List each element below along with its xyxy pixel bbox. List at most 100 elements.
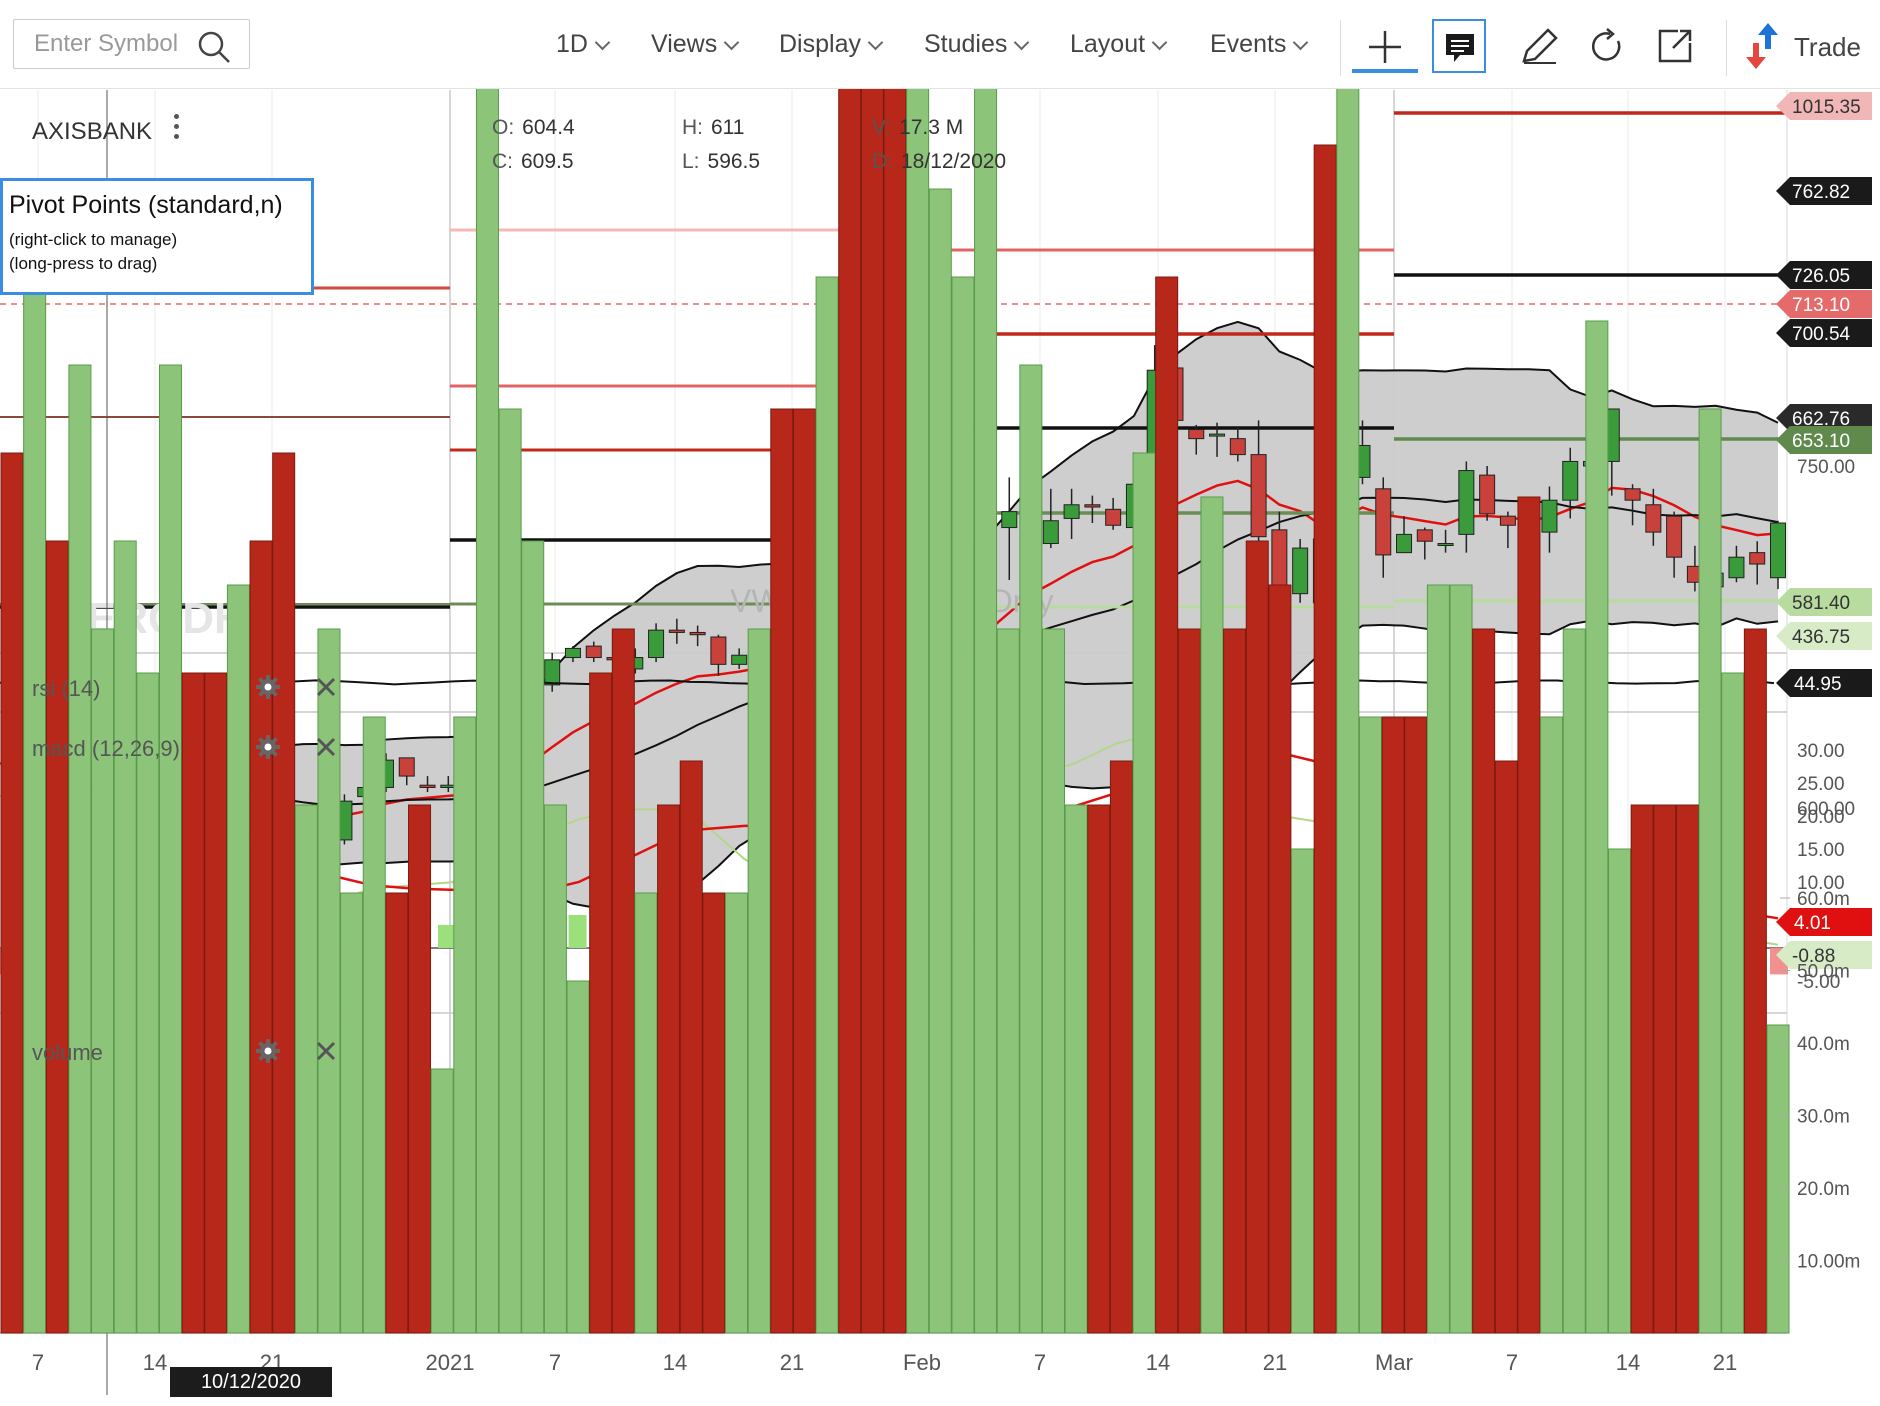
menu-events[interactable]: Events bbox=[1210, 30, 1309, 59]
volume-bar bbox=[1087, 804, 1111, 1334]
volume-bar bbox=[521, 540, 545, 1334]
chevron-down-icon bbox=[1014, 34, 1030, 51]
reset-button[interactable] bbox=[1580, 19, 1634, 73]
volume-bar bbox=[1698, 408, 1722, 1334]
candle bbox=[1292, 547, 1309, 595]
search-icon[interactable] bbox=[197, 30, 231, 64]
volume-bar bbox=[45, 540, 69, 1334]
price-tag-label: 762.82 bbox=[1792, 182, 1850, 203]
volume-bar bbox=[543, 804, 567, 1334]
volume-axis-label: 20.0m bbox=[1797, 1179, 1850, 1200]
toolbar-divider bbox=[1726, 20, 1727, 76]
volume-bar bbox=[1494, 760, 1518, 1334]
symbol-search-input[interactable] bbox=[14, 20, 194, 68]
volume-bar bbox=[385, 892, 409, 1334]
menu-studies[interactable]: Studies bbox=[924, 30, 1030, 59]
rsi-settings-gear-icon[interactable] bbox=[254, 673, 282, 701]
x-axis-label: 14 bbox=[143, 1350, 167, 1375]
x-axis-label: 21 bbox=[1263, 1350, 1287, 1375]
volume-bar bbox=[249, 540, 273, 1334]
candle bbox=[1250, 454, 1267, 538]
chevron-down-icon bbox=[723, 34, 740, 51]
popout-button[interactable] bbox=[1648, 19, 1702, 73]
volume-label[interactable]: volume bbox=[32, 1040, 103, 1065]
candle bbox=[1271, 529, 1288, 592]
buy-sell-arrows-icon bbox=[1746, 23, 1778, 69]
volume-bar bbox=[566, 980, 590, 1334]
pivot-points-label[interactable]: Pivot Points (standard,n) (right-click t… bbox=[0, 178, 314, 295]
rsi-close-icon[interactable] bbox=[312, 673, 340, 701]
price-tag bbox=[1776, 404, 1872, 432]
candle bbox=[1666, 515, 1683, 558]
ohlc-date: D: 18/12/2020 bbox=[872, 150, 1007, 173]
candle bbox=[1416, 529, 1433, 542]
candle bbox=[1728, 556, 1745, 579]
volume-bar bbox=[204, 672, 228, 1334]
volume-bar bbox=[1449, 584, 1473, 1334]
volume-bar bbox=[294, 804, 318, 1334]
external-link-icon bbox=[1658, 29, 1692, 63]
x-axis-label: 7 bbox=[1034, 1350, 1046, 1375]
volume-bar bbox=[1132, 452, 1156, 1334]
chevron-down-icon bbox=[1293, 34, 1309, 51]
macd-label[interactable]: macd (12,26,9) bbox=[32, 736, 180, 761]
candle bbox=[731, 654, 748, 665]
macd-histogram-bar bbox=[568, 915, 587, 948]
macd-histogram-bar bbox=[438, 924, 456, 948]
volume-bar bbox=[928, 188, 952, 1334]
refresh-icon bbox=[1591, 28, 1621, 61]
rsi-label[interactable]: rsi (14) bbox=[32, 676, 101, 701]
macd-histogram-value: -0.88 bbox=[1792, 946, 1835, 967]
x-axis-label: 14 bbox=[1146, 1350, 1170, 1375]
price-tag bbox=[1776, 92, 1872, 120]
trade-button[interactable] bbox=[1736, 19, 1880, 73]
menu-display[interactable]: Display bbox=[779, 30, 884, 59]
menu-events-label: Events bbox=[1210, 30, 1287, 58]
price-tag-label: 436.75 bbox=[1792, 627, 1850, 648]
x-axis-label: Mar bbox=[1375, 1350, 1413, 1375]
volume-bar bbox=[1177, 628, 1201, 1334]
candle bbox=[1084, 504, 1101, 508]
volume-bar bbox=[996, 628, 1020, 1334]
x-axis-label: 21 bbox=[780, 1350, 804, 1375]
candle bbox=[648, 629, 665, 659]
volume-bar bbox=[1630, 804, 1654, 1334]
volume-bar bbox=[1245, 540, 1269, 1334]
volume-bar bbox=[1019, 364, 1043, 1334]
menu-studies-label: Studies bbox=[924, 30, 1008, 58]
comment-button[interactable] bbox=[1432, 19, 1486, 73]
volume-bar bbox=[1585, 320, 1609, 1334]
x-axis-label: 14 bbox=[1616, 1350, 1640, 1375]
macd-close-icon[interactable] bbox=[312, 733, 340, 761]
crosshair-button[interactable] bbox=[1352, 19, 1418, 73]
symbol-search[interactable] bbox=[13, 19, 250, 69]
volume-close-icon[interactable] bbox=[312, 1037, 340, 1065]
ohlc-volume: V: 17.3 M bbox=[872, 116, 964, 139]
volume-bar bbox=[770, 408, 794, 1334]
draw-button[interactable] bbox=[1512, 19, 1566, 73]
volume-bar bbox=[23, 232, 47, 1334]
price-tag bbox=[1776, 261, 1872, 289]
volume-bar bbox=[0, 452, 24, 1334]
volume-bar bbox=[453, 716, 477, 1334]
symbol-menu-icon[interactable] bbox=[172, 114, 182, 144]
pivot-title: Pivot Points (standard,n) bbox=[9, 191, 283, 219]
ohlc-low: L: 596.5 bbox=[682, 150, 761, 173]
symbol-name[interactable]: AXISBANK bbox=[32, 118, 153, 145]
menu-display-label: Display bbox=[779, 30, 861, 58]
volume-bar bbox=[906, 56, 930, 1334]
volume-bar bbox=[1608, 848, 1632, 1334]
pencil-icon bbox=[1522, 28, 1558, 64]
menu-interval[interactable]: 1D bbox=[556, 30, 611, 59]
candle bbox=[419, 784, 436, 788]
menu-views[interactable]: Views bbox=[651, 30, 740, 59]
volume-settings-gear-icon[interactable] bbox=[254, 1037, 282, 1065]
menu-layout[interactable]: Layout bbox=[1070, 30, 1168, 59]
macd-axis-label: 10.00 bbox=[1797, 873, 1845, 894]
volume-bar bbox=[272, 452, 296, 1334]
volume-bar bbox=[68, 364, 92, 1334]
volume-bar bbox=[1517, 496, 1541, 1334]
volume-bar bbox=[1540, 716, 1564, 1334]
macd-settings-gear-icon[interactable] bbox=[254, 733, 282, 761]
